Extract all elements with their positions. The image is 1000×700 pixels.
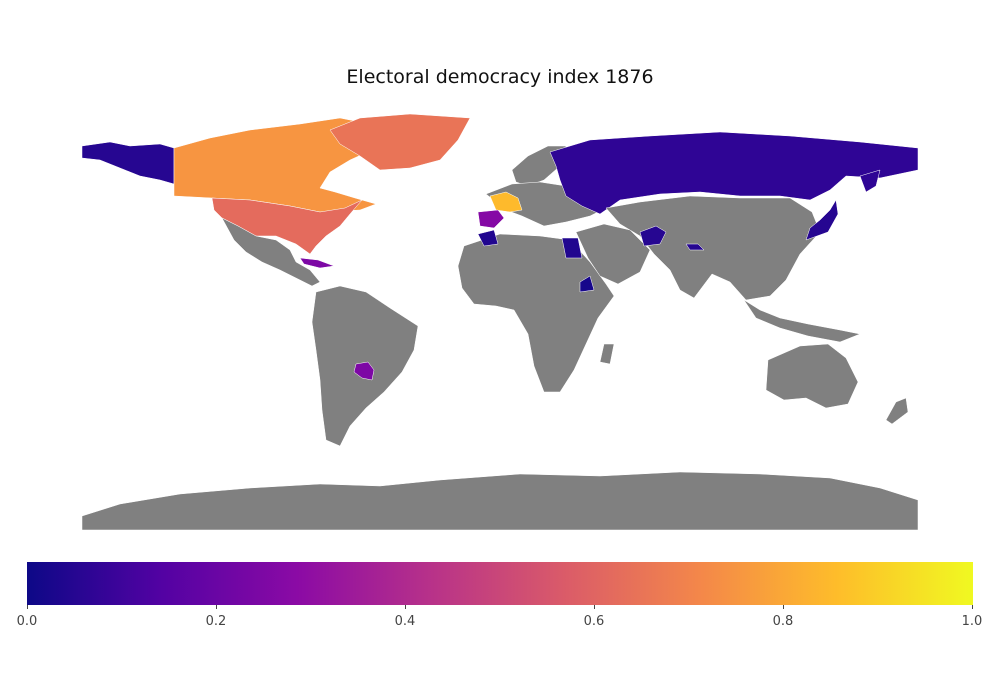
colorbar-tick-label: 0.8 — [772, 614, 794, 629]
colorbar-tick-label: 0.6 — [583, 614, 605, 629]
region-russia-far-east[interactable] — [859, 169, 881, 193]
region-alaska[interactable] — [81, 141, 175, 185]
region-afghanistan[interactable] — [639, 225, 667, 247]
region-southeast-asia[interactable] — [743, 299, 861, 343]
region-mexico-central-america[interactable] — [221, 217, 321, 287]
region-cuba[interactable] — [299, 257, 335, 269]
colorbar-tick-label: 1.0 — [961, 614, 983, 629]
region-morocco[interactable] — [477, 229, 499, 247]
region-spain[interactable] — [477, 209, 505, 229]
colorbar-tick-label: 0.4 — [394, 614, 416, 629]
colorbar-gradient — [27, 562, 973, 605]
region-egypt[interactable] — [561, 237, 583, 259]
region-nepal[interactable] — [685, 243, 705, 251]
colorbar-tick-label: 0.2 — [205, 614, 227, 629]
region-madagascar[interactable] — [599, 343, 615, 365]
map-title: Electoral democracy index 1876 — [346, 66, 654, 88]
region-antarctica[interactable] — [81, 471, 919, 531]
region-paraguay[interactable] — [353, 361, 375, 381]
colorbar-tick-label: 0.0 — [16, 614, 38, 629]
region-australia[interactable] — [765, 343, 859, 409]
region-asia[interactable] — [605, 195, 821, 301]
colorbar — [27, 562, 973, 605]
region-japan[interactable] — [805, 199, 839, 241]
world-map — [81, 113, 919, 531]
region-new-zealand[interactable] — [885, 397, 909, 425]
region-greenland[interactable] — [329, 113, 471, 171]
region-russia[interactable] — [549, 131, 919, 215]
region-middle-east[interactable] — [575, 223, 651, 285]
region-ethiopia[interactable] — [579, 275, 595, 293]
